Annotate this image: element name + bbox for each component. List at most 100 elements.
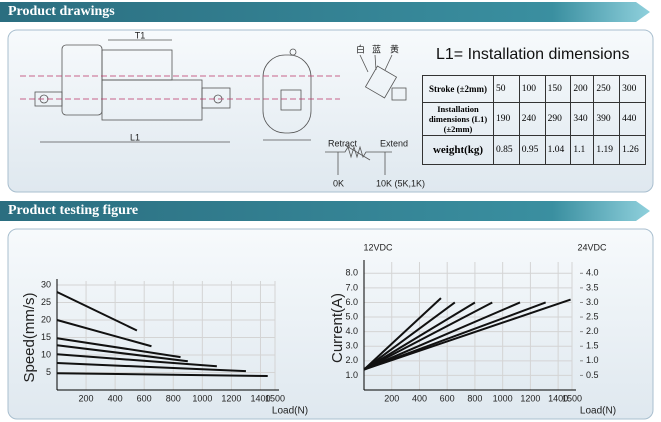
wire-label: 黄 (390, 43, 399, 54)
y2-tick-label: 2.5 (586, 311, 599, 321)
y-tick-label: 1.0 (345, 370, 358, 380)
table-title: L1= Installation dimensions (436, 46, 630, 63)
x-tick-label: 600 (137, 393, 152, 403)
section-title: Product testing figure (8, 203, 138, 218)
x-tick-label: 1400 (250, 393, 270, 403)
wire-label: 白 (356, 43, 365, 54)
y-tick-label: 15 (41, 332, 51, 342)
series-line (363, 298, 571, 371)
x-tick-label: 800 (467, 393, 482, 403)
table-cell: 250 (593, 75, 621, 103)
table-cell: 240 (518, 102, 546, 136)
series-line (363, 301, 456, 371)
y2-tick-label: 1.5 (586, 341, 599, 351)
y2-tick-label: 3.0 (586, 297, 599, 307)
table-cell: 200 (570, 75, 595, 103)
series-line (56, 344, 188, 363)
spec-table: Stroke (±2mm) 50 100 150 200 250 300 Installati… (422, 75, 646, 165)
table-cell: 1.26 (619, 135, 646, 165)
table-row: Stroke (±2mm) 50 100 150 200 250 300 (422, 75, 646, 103)
table-cell: 340 (570, 102, 595, 136)
series-line (56, 337, 181, 359)
table-cell: 1.04 (544, 135, 572, 165)
x-tick-label: 1200 (221, 393, 241, 403)
table-cell: 1.19 (593, 135, 621, 165)
x-tick-label: 800 (166, 393, 181, 403)
dim-label: L1 (130, 132, 140, 142)
x-tick-label: 1400 (548, 393, 568, 403)
section-title: Product drawings (8, 4, 115, 19)
y-tick-label: 25 (41, 297, 51, 307)
table-cell: 100 (518, 75, 546, 103)
x-tick-label: 1200 (520, 393, 540, 403)
axis-label: Load(N) (580, 406, 616, 417)
y2-tick-label: 3.5 (586, 282, 599, 292)
y2-tick-label: 4.0 (586, 268, 599, 278)
axis-label: Speed(mm/s) (21, 292, 38, 382)
table-cell: 0.95 (518, 135, 546, 165)
series-line (363, 301, 493, 371)
series-line (56, 291, 138, 332)
series-line (363, 301, 476, 371)
y2-tick-label: 0.5 (586, 370, 599, 380)
table-row: weight(kg) 0.85 0.95 1.04 1.1 1.19 1.26 (422, 135, 646, 165)
series-line (56, 319, 152, 348)
y-tick-label: 3.0 (345, 341, 358, 351)
x-tick-label: 1500 (562, 393, 582, 403)
y-tick-label: 6.0 (345, 297, 358, 307)
x-tick-label: 200 (384, 393, 399, 403)
y-tick-label: 7.0 (345, 282, 358, 292)
x-tick-label: 400 (108, 393, 123, 403)
table-cell: 190 (493, 102, 520, 136)
x-tick-label: 600 (440, 393, 455, 403)
y-tick-label: 10 (41, 349, 51, 359)
y-tick-label: 5.0 (345, 311, 358, 321)
table-cell: Installation dimensions (L1)(±2mm) (422, 102, 494, 136)
table-cell: Stroke (±2mm) (422, 75, 494, 103)
pot-label: 10K (5K,1K) (376, 178, 425, 188)
table-cell: weight(kg) (422, 135, 494, 165)
pot-label: Extend (380, 138, 408, 148)
x-tick-label: 400 (412, 393, 427, 403)
axis-label: Current(A) (329, 293, 346, 363)
x-tick-label: 1000 (493, 393, 513, 403)
wire-label: 蓝 (372, 43, 381, 54)
table-cell: 390 (593, 102, 621, 136)
x-tick-label: 1500 (265, 393, 285, 403)
table-cell: 440 (619, 102, 646, 136)
series-line (363, 301, 521, 371)
y2-tick-label: 2.0 (586, 326, 599, 336)
series-line (56, 372, 268, 377)
axis-title: 12VDC (363, 242, 393, 252)
series-line (56, 362, 246, 373)
table-cell: 150 (544, 75, 572, 103)
dim-label: T1 (135, 30, 146, 40)
table-cell: 1.1 (570, 135, 595, 165)
table-cell: 0.85 (493, 135, 520, 165)
series-line (56, 353, 217, 368)
table-cell: 290 (544, 102, 572, 136)
x-tick-label: 200 (79, 393, 94, 403)
pot-label: Retract (328, 138, 358, 148)
actuator-drawing (20, 39, 407, 175)
table-row: Installation dimensions (L1)(±2mm) 190 240… (422, 102, 646, 136)
y-tick-label: 4.0 (345, 326, 358, 336)
y-tick-label: 5 (46, 367, 51, 377)
y-tick-label: 8.0 (345, 268, 358, 278)
x-tick-label: 1000 (192, 393, 212, 403)
pot-label: 0K (333, 178, 344, 188)
y-tick-label: 2.0 (345, 355, 358, 365)
y-tick-label: 20 (41, 314, 51, 324)
y2-tick-label: 1.0 (586, 355, 599, 365)
axis-label: Load(N) (272, 406, 308, 417)
table-cell: 50 (493, 75, 520, 103)
table-cell: 300 (619, 75, 646, 103)
panel (7, 228, 654, 420)
header-bar (0, 2, 650, 22)
header-bar (0, 201, 650, 221)
y-tick-label: 30 (41, 279, 51, 289)
series-line (363, 297, 442, 371)
axis-title: 24VDC (577, 242, 607, 252)
